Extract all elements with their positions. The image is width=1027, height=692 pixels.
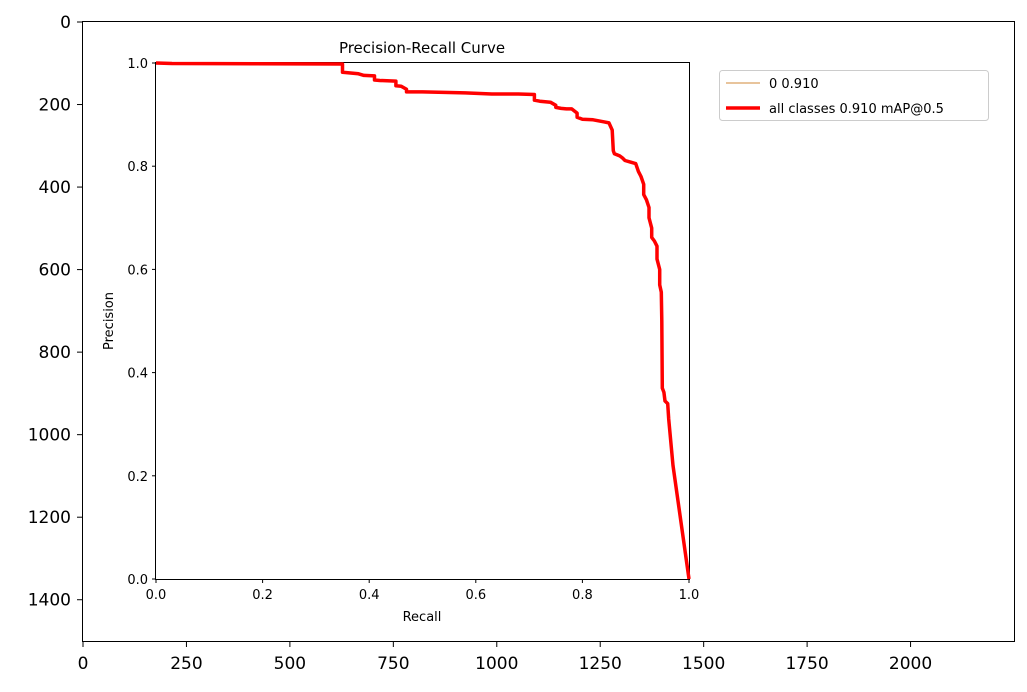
outer-x-tick-label: 0 bbox=[78, 654, 89, 674]
pr-x-tick-label: 0.4 bbox=[359, 588, 380, 603]
pr-x-ticks: 0.0 0.2 0.4 0.6 0.8 1.0 bbox=[146, 579, 700, 603]
pr-y-tick-label: 0.2 bbox=[127, 470, 148, 485]
outer-y-tick-label: 200 bbox=[39, 96, 71, 116]
pr-title: Precision-Recall Curve bbox=[339, 39, 505, 57]
pr-y-tick-label: 0.6 bbox=[127, 263, 148, 278]
outer-y-ticks: 0 200 400 600 800 1000 1200 1400 bbox=[28, 13, 83, 611]
legend-box bbox=[719, 70, 989, 121]
pr-axes-frame bbox=[155, 62, 690, 580]
pr-ylabel: Precision bbox=[102, 292, 117, 350]
pr-x-tick-label: 0.2 bbox=[252, 588, 273, 603]
pr-y-tick-label: 0.8 bbox=[127, 160, 148, 175]
outer-y-tick-label: 1200 bbox=[28, 508, 71, 528]
pr-x-tick-label: 0.6 bbox=[465, 588, 486, 603]
outer-x-tick-label: 1750 bbox=[785, 654, 828, 674]
pr-xlabel: Recall bbox=[403, 610, 442, 625]
legend-label-1: all classes 0.910 mAP@0.5 bbox=[769, 102, 944, 117]
outer-y-tick-label: 800 bbox=[39, 343, 71, 363]
legend-label-0: 0 0.910 bbox=[769, 77, 819, 92]
outer-y-tick-label: 600 bbox=[39, 261, 71, 281]
outer-x-tick-label: 750 bbox=[377, 654, 409, 674]
outer-x-tick-label: 500 bbox=[274, 654, 306, 674]
outer-y-tick-label: 1000 bbox=[28, 426, 71, 446]
pr-x-tick-label: 0.8 bbox=[572, 588, 593, 603]
pr-x-tick-label: 0.0 bbox=[146, 588, 167, 603]
outer-y-tick-label: 400 bbox=[39, 178, 71, 198]
outer-y-tick-label: 0 bbox=[60, 13, 71, 33]
outer-x-tick-label: 1000 bbox=[475, 654, 518, 674]
pr-x-tick-label: 1.0 bbox=[679, 588, 700, 603]
pr-series-group bbox=[155, 61, 691, 580]
outer-x-tick-label: 250 bbox=[170, 654, 202, 674]
pr-series-all-classes-line bbox=[155, 61, 691, 580]
outer-x-tick-label: 2000 bbox=[889, 654, 932, 674]
outer-axes-frame bbox=[82, 21, 1015, 642]
pr-y-tick-label: 0.0 bbox=[127, 573, 148, 588]
outer-x-tick-label: 1500 bbox=[682, 654, 725, 674]
outer-y-tick-label: 1400 bbox=[28, 591, 71, 611]
pr-y-tick-label: 1.0 bbox=[127, 57, 148, 72]
outer-x-ticks: 0 250 500 750 1000 1250 1500 1750 2000 bbox=[78, 641, 932, 674]
pr-y-tick-label: 0.4 bbox=[127, 367, 148, 382]
pr-y-ticks: 0.0 0.2 0.4 0.6 0.8 1.0 bbox=[127, 57, 156, 588]
outer-x-tick-label: 1250 bbox=[579, 654, 622, 674]
